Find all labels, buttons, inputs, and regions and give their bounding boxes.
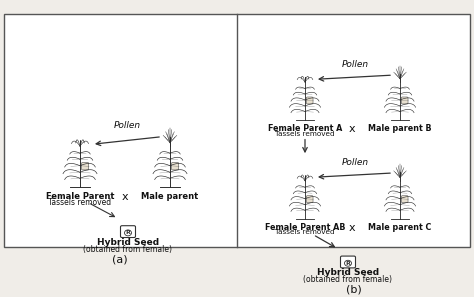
Text: Pollen: Pollen xyxy=(341,158,369,167)
Text: Tassels removed: Tassels removed xyxy=(48,198,111,207)
Text: Male parent: Male parent xyxy=(141,192,199,200)
Text: (obtained from female): (obtained from female) xyxy=(303,275,392,284)
FancyBboxPatch shape xyxy=(306,97,313,104)
Text: Tassels removed: Tassels removed xyxy=(275,131,335,137)
FancyBboxPatch shape xyxy=(82,162,89,170)
FancyBboxPatch shape xyxy=(340,256,356,268)
FancyBboxPatch shape xyxy=(401,196,408,203)
Text: Hybrid Seed: Hybrid Seed xyxy=(317,268,379,277)
FancyBboxPatch shape xyxy=(306,196,313,203)
Text: (obtained from female): (obtained from female) xyxy=(83,245,173,254)
Text: Pollen: Pollen xyxy=(113,121,141,130)
Text: Female Parent: Female Parent xyxy=(46,192,114,200)
Text: x: x xyxy=(349,124,356,134)
Bar xyxy=(4,13,470,247)
Text: Female Parent A: Female Parent A xyxy=(268,124,342,133)
Text: (a): (a) xyxy=(112,255,128,265)
Text: Male parent B: Male parent B xyxy=(368,124,432,133)
Text: Male parent C: Male parent C xyxy=(368,223,432,232)
Circle shape xyxy=(345,260,352,266)
Text: R: R xyxy=(346,261,350,266)
Text: (b): (b) xyxy=(346,284,362,294)
Text: Hybrid Seed: Hybrid Seed xyxy=(97,238,159,247)
FancyBboxPatch shape xyxy=(401,97,408,104)
Text: Pollen: Pollen xyxy=(341,60,369,69)
Text: x: x xyxy=(349,223,356,233)
Text: Female Parent AB: Female Parent AB xyxy=(265,223,345,232)
Text: x: x xyxy=(122,192,128,202)
Text: R: R xyxy=(126,230,130,236)
FancyBboxPatch shape xyxy=(172,162,179,170)
FancyBboxPatch shape xyxy=(120,226,136,238)
Circle shape xyxy=(125,230,131,236)
Text: Tassels removed: Tassels removed xyxy=(275,230,335,236)
